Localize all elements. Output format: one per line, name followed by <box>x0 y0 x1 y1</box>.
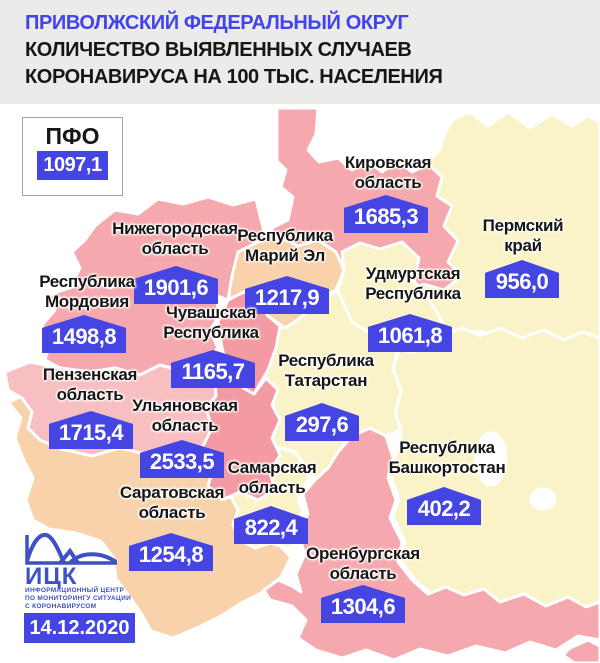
region-label-bashkortostan: Республика Башкортостан <box>389 438 506 477</box>
region-label-line: Мордовия <box>44 291 130 311</box>
map-lake-hole-small <box>529 487 557 511</box>
region-label-line: Оренбургская <box>306 544 420 563</box>
region-label-ulyanovskaya: Ульяновская область <box>132 396 238 435</box>
region-label-line: область <box>151 415 219 435</box>
map-lake-hole <box>474 431 508 487</box>
region-label-line: Республика <box>163 322 259 342</box>
region-label-line: область <box>138 502 206 522</box>
page-subtitle-line2: КОРОНАВИРУСА НА 100 ТЫС. НАСЕЛЕНИЯ <box>25 66 443 88</box>
region-label-line: область <box>56 384 124 404</box>
region-label-line: Удмуртская <box>365 264 461 283</box>
region-label-line: область <box>141 238 209 258</box>
region-label-line: Республика <box>278 351 374 370</box>
region-label-mariy_el: Республика Марий Эл <box>237 226 333 265</box>
region-label-line: Марий Эл <box>245 245 325 265</box>
region-label-line: Самарская <box>227 458 317 477</box>
region-label-line: Республика <box>365 283 461 303</box>
page-subtitle-line1: КОЛИЧЕСТВО ВЫЯВЛЕННЫХ СЛУЧАЕВ <box>25 39 412 61</box>
region-label-line: Республика <box>399 438 495 457</box>
region-label-line: Пензенская <box>42 365 138 384</box>
organization-line: С КОРОНАВИРУСОМ <box>25 603 97 611</box>
district-total-value: 1097,1 <box>37 151 108 180</box>
region-label-kirovskaya: Кировская область <box>344 153 432 192</box>
region-label-line: Чувашская <box>166 303 256 322</box>
region-label-chuvashskaya: Чувашская Республика <box>163 303 259 342</box>
district-total-card: ПФО 1097,1 <box>22 117 123 196</box>
region-label-line: область <box>238 477 306 497</box>
region-label-line: Татарстан <box>284 370 368 390</box>
logo-text: ИЦК <box>25 563 78 590</box>
region-label-udmurtskaya: Удмуртская Республика <box>365 264 461 303</box>
region-label-orenburgskaya: Оренбургская область <box>306 544 420 583</box>
region-label-line: Нижегородская <box>112 219 238 238</box>
region-label-nizhegorodskaya: Нижегородская область <box>112 219 238 258</box>
region-label-line: край <box>504 235 542 255</box>
organization-line: ПО МОНИТОРИНГУ СИТУАЦИИ <box>25 595 132 603</box>
organization-line: ИНФОРМАЦИОННЫЙ ЦЕНТР <box>25 587 125 594</box>
region-label-tatarstan: Республика Татарстан <box>278 351 374 390</box>
region-label-line: Пермский <box>482 216 564 235</box>
page-title: ПРИВОЛЖСКИЙ ФЕДЕРАЛЬНЫЙ ОКРУГ <box>25 12 409 34</box>
region-label-line: Кировская <box>344 153 432 172</box>
region-label-line: Республика <box>237 226 333 245</box>
district-total-label: ПФО <box>45 123 100 149</box>
region-shape-corner-fragment <box>561 638 600 663</box>
region-label-line: Саратовская <box>119 483 225 502</box>
region-label-line: область <box>329 563 397 583</box>
region-value-badge-permsky: 956,0 <box>485 260 559 298</box>
region-label-saratovskaya: Саратовская область <box>119 483 225 522</box>
region-label-line: Ульяновская <box>132 396 238 415</box>
region-label-samarskaya: Самарская область <box>228 458 317 497</box>
region-label-penzenskaya: Пензенская область <box>42 365 138 404</box>
organization-name: ИНФОРМАЦИОННЫЙ ЦЕНТР ПО МОНИТОРИНГУ СИТУ… <box>25 587 131 612</box>
report-date-badge: 14.12.2020 <box>24 613 135 643</box>
region-label-line: Республика <box>39 272 135 291</box>
region-label-mordovia: Республика Мордовия <box>39 272 135 311</box>
region-label-permsky: Пермский край <box>483 216 564 255</box>
epidemic-curves-logo-icon <box>25 532 118 565</box>
header-bar: ПРИВОЛЖСКИЙ ФЕДЕРАЛЬНЫЙ ОКРУГ КОЛИЧЕСТВО… <box>0 0 600 104</box>
region-label-line: Башкортостан <box>388 457 506 477</box>
region-label-line: область <box>354 172 422 192</box>
